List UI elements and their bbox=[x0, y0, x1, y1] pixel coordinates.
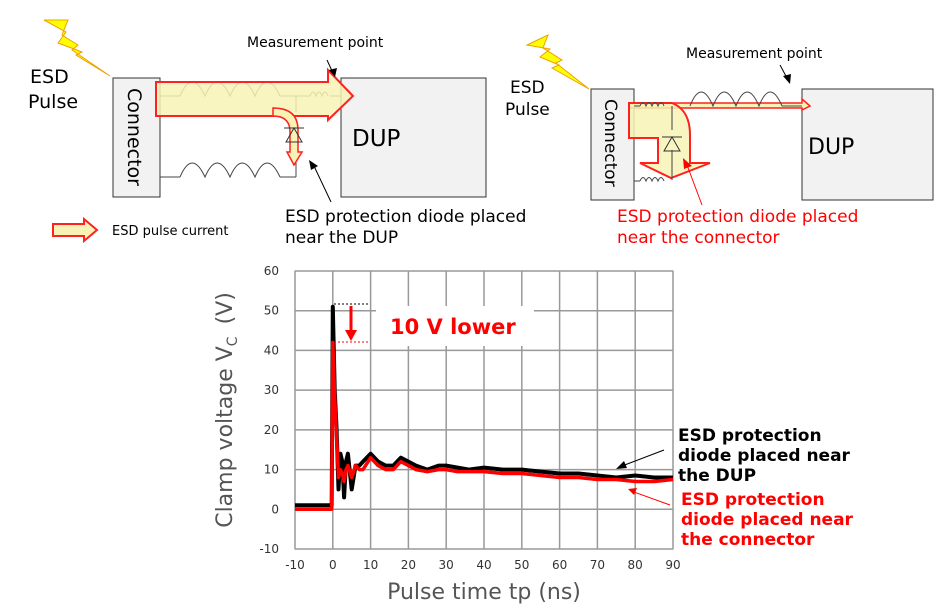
x-tick-label: 80 bbox=[628, 558, 643, 572]
measurement-point-label: Measurement point bbox=[686, 46, 823, 62]
x-tick-label: 90 bbox=[665, 558, 680, 572]
series-label-dup-2: diode placed near bbox=[678, 446, 851, 466]
dup-label: DUP bbox=[352, 126, 401, 152]
lightning-icon bbox=[525, 34, 590, 90]
measurement-arrowhead bbox=[783, 74, 791, 84]
diode-label-2: near the DUP bbox=[285, 228, 398, 248]
y-tick-label: 0 bbox=[271, 502, 279, 516]
connector-pointer bbox=[633, 491, 671, 506]
y-axis-label: Clamp voltage VC (V) bbox=[213, 292, 241, 528]
y-tick-labels: -10 0 10 20 30 40 50 60 bbox=[259, 264, 279, 556]
dup-box bbox=[801, 88, 934, 201]
esd-pulse-label-1: ESD bbox=[30, 66, 69, 88]
reduction-arrowhead bbox=[345, 330, 357, 341]
diode-pointer bbox=[313, 165, 332, 203]
diode-branch-arrow bbox=[272, 107, 304, 167]
y-axis-label-sub: C bbox=[225, 336, 241, 346]
clamp-voltage-chart: -10 0 10 20 30 40 50 60 70 80 90 -100102030405060 … bbox=[213, 264, 854, 605]
series-line-near-connector bbox=[295, 340, 674, 512]
x-tick-label: 60 bbox=[552, 558, 567, 572]
series-label-dup-3: the DUP bbox=[678, 466, 756, 486]
dup-pointer-head bbox=[616, 461, 627, 469]
y-tick-label: -10 bbox=[259, 542, 279, 556]
connector-label: Connector bbox=[123, 88, 145, 186]
connector-pointer-head bbox=[628, 488, 637, 495]
y-tick-label: 40 bbox=[264, 343, 279, 357]
measurement-arrowhead bbox=[329, 68, 337, 77]
series-label-dup-1: ESD protection bbox=[678, 426, 822, 446]
y-axis-label-main: Clamp voltage V bbox=[213, 346, 238, 528]
x-tick-labels: -10 0 10 20 30 40 50 60 70 80 90 bbox=[285, 558, 680, 572]
series-line-near-dup bbox=[295, 304, 673, 508]
diode-icon bbox=[284, 126, 304, 143]
y-tick-label: 10 bbox=[264, 463, 279, 477]
lightning-icon bbox=[43, 19, 111, 77]
legend-label: ESD pulse current bbox=[112, 224, 229, 239]
annotation-10v-lower: 10 V lower bbox=[390, 315, 516, 339]
svg-text:Clamp voltage VC(V): Clamp voltage VC (V) bbox=[213, 292, 241, 528]
connector-box bbox=[590, 88, 635, 201]
inductor-bottom bbox=[179, 162, 281, 179]
right-diagram: ESD Pulse Connector DUP Measurement poin… bbox=[505, 34, 934, 248]
x-tick-label: -10 bbox=[285, 558, 305, 572]
annotation-box bbox=[376, 306, 534, 346]
dup-pointer bbox=[621, 449, 665, 467]
x-tick-label: 20 bbox=[401, 558, 416, 572]
esd-pulse-label-2: Pulse bbox=[505, 100, 550, 120]
series-label-connector-1: ESD protection bbox=[681, 490, 825, 510]
esd-pulse-label-2: Pulse bbox=[28, 91, 78, 113]
left-diagram: ESD Pulse Connector DUP Measurement poin… bbox=[28, 19, 526, 248]
y-tick-label: 50 bbox=[264, 304, 279, 318]
inductor-top bbox=[689, 91, 783, 108]
y-tick-label: 20 bbox=[264, 423, 279, 437]
y-axis-label-unit: (V) bbox=[213, 292, 238, 324]
legend-arrow-icon bbox=[52, 216, 99, 244]
x-axis-label: Pulse time tp (ns) bbox=[387, 580, 581, 605]
diode-pointer-head bbox=[683, 158, 692, 169]
y-tick-label: 60 bbox=[264, 264, 279, 278]
esd-pulse-label-1: ESD bbox=[510, 78, 545, 98]
diode-label-2: near the connector bbox=[617, 228, 780, 248]
diode-icon bbox=[662, 135, 682, 152]
diode-label-1: ESD protection diode placed bbox=[617, 207, 858, 227]
diode-pointer-head bbox=[309, 160, 318, 170]
series-label-connector-2: diode placed near bbox=[681, 510, 854, 530]
diode-pointer bbox=[686, 164, 703, 206]
x-tick-label: 40 bbox=[476, 558, 491, 572]
inductor-small bbox=[639, 102, 665, 183]
connector-label: Connector bbox=[600, 99, 620, 187]
series-label-connector-3: the connector bbox=[681, 530, 815, 550]
x-tick-label: 30 bbox=[439, 558, 454, 572]
x-tick-label: 50 bbox=[514, 558, 529, 572]
x-tick-label: 70 bbox=[590, 558, 605, 572]
x-tick-label: 0 bbox=[329, 558, 337, 572]
series bbox=[295, 304, 674, 512]
connector-box bbox=[112, 77, 161, 198]
y-tick-label: 30 bbox=[264, 383, 279, 397]
dup-label: DUP bbox=[808, 135, 854, 160]
diode-label-1: ESD protection diode placed bbox=[285, 207, 526, 227]
wires bbox=[634, 105, 802, 182]
dup-box bbox=[340, 77, 487, 198]
current-arrow bbox=[155, 67, 355, 123]
x-tick-label: 10 bbox=[363, 558, 378, 572]
measurement-point-label: Measurement point bbox=[247, 35, 384, 51]
